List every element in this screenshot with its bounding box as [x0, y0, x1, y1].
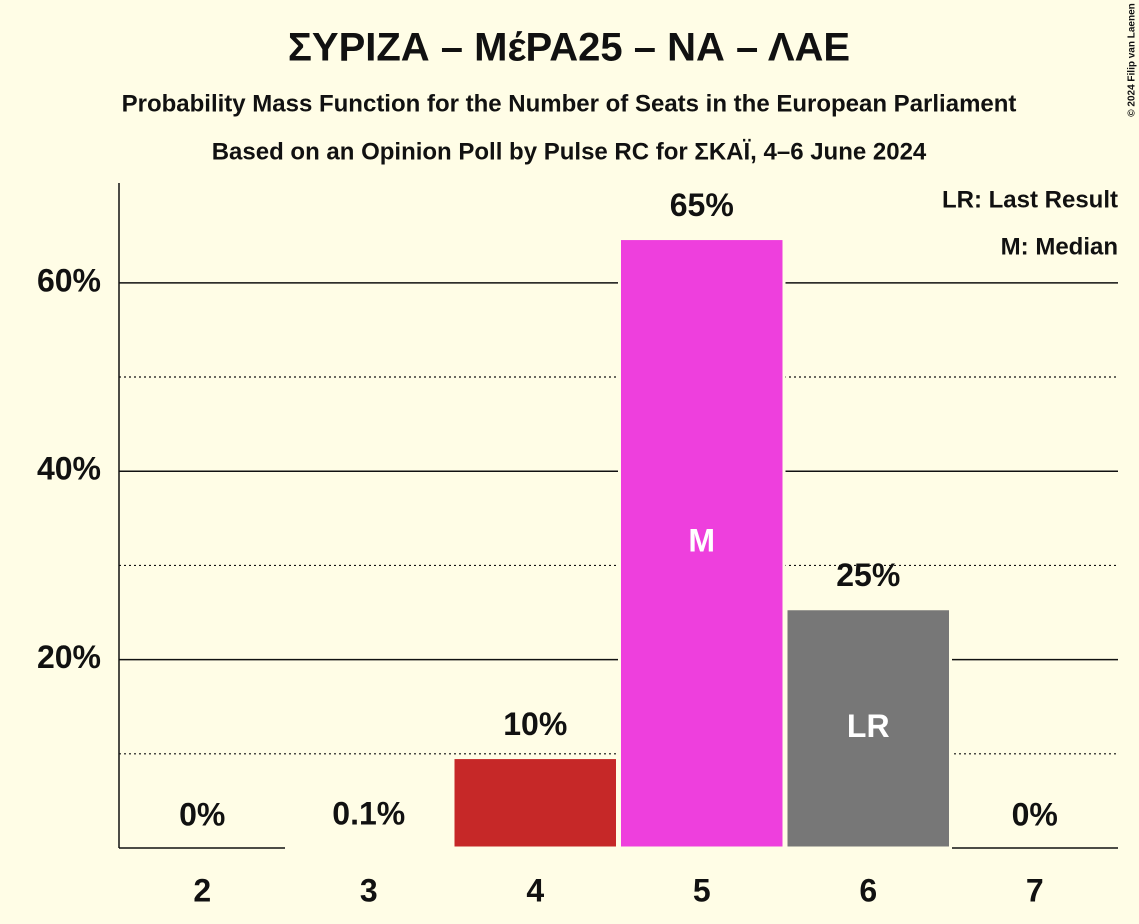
chart-title: ΣΥΡΙΖΑ – ΜέΡΑ25 – ΝΑ – ΛΑΕ: [288, 26, 850, 70]
y-tick-label: 60%: [37, 262, 101, 298]
value-label: 0.1%: [332, 796, 405, 832]
value-label: 10%: [503, 706, 567, 742]
legend-entry: M: Median: [1001, 233, 1118, 260]
x-tick-label: 3: [360, 872, 378, 908]
chart-subtitle: Based on an Opinion Poll by Pulse RC for…: [212, 138, 927, 165]
y-tick-label: 40%: [37, 451, 101, 487]
x-tick-label: 6: [859, 872, 877, 908]
x-tick-label: 2: [193, 872, 211, 908]
value-label: 25%: [836, 557, 900, 593]
bar: [618, 237, 786, 850]
copyright: © 2024 Filip van Laenen: [1127, 3, 1138, 117]
value-label: 0%: [179, 796, 225, 832]
x-tick-label: 4: [526, 872, 544, 908]
bar: [451, 756, 619, 850]
legend-entry: LR: Last Result: [942, 186, 1118, 213]
x-tick-label: 7: [1026, 872, 1044, 908]
value-label: 0%: [1012, 796, 1058, 832]
bar: [285, 845, 453, 850]
chart-subtitle: Probability Mass Function for the Number…: [122, 90, 1017, 117]
bar-annotation: LR: [847, 708, 890, 744]
x-tick-label: 5: [693, 872, 711, 908]
value-label: 65%: [670, 187, 734, 223]
bar: [784, 607, 952, 850]
y-tick-label: 20%: [37, 639, 101, 675]
bar-annotation: M: [688, 523, 715, 559]
